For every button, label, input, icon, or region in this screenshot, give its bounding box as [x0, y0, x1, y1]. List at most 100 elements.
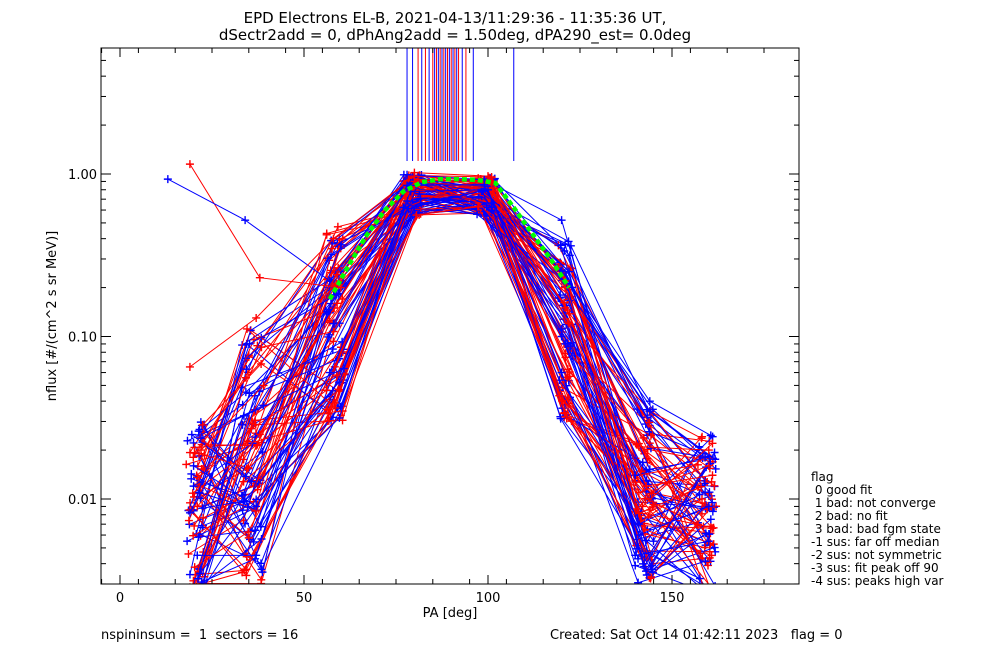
data-point — [189, 482, 198, 491]
data-point — [258, 568, 267, 577]
series-line — [167, 174, 706, 476]
data-point — [697, 482, 706, 491]
data-point — [198, 585, 206, 593]
data-point — [334, 385, 343, 394]
data-point — [336, 283, 345, 292]
data-point — [192, 586, 200, 594]
data-point — [186, 588, 194, 596]
data-point — [189, 453, 198, 462]
data-point — [189, 531, 198, 540]
data-point — [255, 430, 264, 439]
data-point — [186, 593, 194, 601]
data-point — [325, 368, 334, 377]
data-point — [242, 552, 251, 561]
data-point — [255, 273, 264, 282]
series-line — [202, 176, 698, 476]
data-point — [184, 549, 193, 558]
data-point — [707, 587, 715, 595]
data-point — [706, 589, 714, 597]
data-series — [185, 173, 716, 504]
data-point — [257, 575, 266, 584]
data-point — [404, 204, 413, 213]
data-point — [334, 263, 343, 272]
footer-left: nspininsum = 1 sectors = 16 — [101, 628, 298, 643]
legend-entry: -4 sus: peaks high var — [811, 574, 944, 588]
y-tick-label: 0.01 — [68, 493, 97, 508]
data-point — [249, 537, 258, 546]
data-point — [565, 372, 574, 381]
data-point — [189, 438, 198, 447]
data-point — [645, 418, 654, 427]
data-point — [701, 529, 710, 538]
x-tick-label: 150 — [660, 591, 685, 606]
data-point — [403, 170, 412, 179]
plot-frame — [100, 47, 800, 585]
data-point — [333, 299, 342, 308]
data-point — [695, 574, 704, 583]
data-point — [709, 586, 717, 594]
data-point — [632, 544, 641, 553]
data-point — [198, 420, 207, 429]
data-point — [239, 477, 248, 486]
data-point — [257, 343, 266, 352]
footer-right: Created: Sat Oct 14 01:42:11 2023 flag =… — [550, 628, 843, 643]
series-line — [189, 163, 709, 451]
data-point — [567, 417, 576, 426]
data-point — [241, 216, 250, 225]
series-line — [197, 184, 706, 556]
data-point — [245, 339, 254, 348]
series-line — [193, 189, 709, 556]
data-point — [332, 290, 341, 299]
data-point — [183, 537, 192, 546]
y-tick-label: 1.00 — [68, 168, 97, 183]
data-point — [710, 543, 719, 552]
data-point — [247, 477, 256, 486]
data-point — [556, 414, 565, 423]
data-point — [704, 461, 713, 470]
data-point — [640, 562, 649, 571]
data-point — [239, 411, 248, 420]
series-line — [189, 174, 707, 574]
data-point — [184, 516, 193, 525]
data-series — [202, 182, 719, 584]
data-series — [194, 202, 706, 518]
legend-entry: -1 sus: far off median — [811, 535, 939, 549]
data-point — [253, 485, 262, 494]
x-axis-label: PA [deg] — [423, 606, 478, 621]
data-point — [259, 381, 268, 390]
data-point — [200, 585, 208, 593]
series-line — [194, 174, 706, 568]
data-point — [704, 537, 713, 546]
series-layer — [163, 160, 721, 601]
series-line — [201, 190, 701, 584]
data-point — [631, 561, 640, 570]
data-point — [649, 537, 658, 546]
data-point — [708, 471, 717, 480]
data-point — [245, 389, 254, 398]
data-point — [193, 574, 202, 583]
data-point — [634, 509, 643, 518]
data-point — [708, 507, 717, 516]
data-point — [647, 489, 656, 498]
data-point — [242, 565, 251, 574]
series-line — [201, 206, 701, 478]
data-point — [187, 474, 196, 483]
data-point — [190, 587, 198, 595]
data-point — [194, 427, 203, 436]
series-line — [198, 206, 702, 514]
data-point — [698, 585, 706, 593]
data-point — [473, 210, 482, 219]
data-point — [190, 521, 199, 530]
data-series — [190, 173, 717, 466]
y-tick-label: 0.10 — [68, 331, 97, 346]
data-point — [183, 436, 192, 445]
data-point — [252, 495, 261, 504]
legend-entry: 0 good fit — [811, 483, 873, 497]
series-line — [192, 180, 708, 494]
data-point — [185, 508, 194, 517]
data-point — [182, 460, 191, 469]
data-point — [558, 396, 567, 405]
data-point — [189, 461, 198, 470]
data-point — [480, 180, 489, 189]
